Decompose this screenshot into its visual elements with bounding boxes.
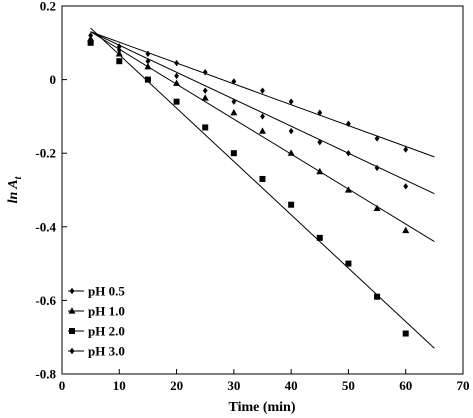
data-point-series-1	[202, 69, 208, 76]
x-tick-label: 0	[59, 378, 66, 393]
plot-frame	[61, 5, 464, 375]
data-point-series-3	[202, 124, 209, 131]
data-point-series-1	[374, 135, 380, 142]
legend-item: pH 3.0	[68, 344, 125, 359]
data-point-series-3	[374, 293, 381, 300]
data-point-series-4	[88, 32, 94, 39]
legend: pH 0.5 pH 1.0 pH 2.0 pH 3.0	[68, 284, 125, 359]
data-point-series-2	[144, 62, 152, 70]
data-point-series-4	[346, 150, 351, 157]
data-point-series-3	[345, 260, 352, 267]
fit-line-series-3	[90, 27, 435, 349]
y-tick-label: -0.6	[35, 293, 56, 308]
x-axis-title: Time (min)	[228, 400, 295, 415]
data-point-series-3	[288, 201, 295, 208]
legend-marker	[69, 287, 75, 295]
legend-marker	[69, 328, 75, 334]
data-point-series-3	[173, 98, 180, 105]
legend-label: pH 2.0	[88, 324, 125, 339]
data-point-series-4	[174, 72, 179, 80]
data-point-series-4	[403, 183, 409, 190]
plot-area: 0 10 20 30 40 50 60 70 0.2 0 -0.2 -0.4 -0.6 -0.8	[35, 0, 469, 393]
data-point-series-1	[317, 109, 323, 116]
legend-item: pH 0.5	[68, 284, 125, 299]
x-tick-label: 30	[227, 378, 240, 393]
data-point-series-2	[173, 79, 181, 86]
data-point-series-1	[231, 78, 237, 85]
data-point-series-4	[260, 113, 265, 120]
y-axis-title-main: ln A	[6, 179, 21, 203]
y-axis-title-subscript: t	[13, 175, 24, 179]
data-point-series-1	[174, 59, 179, 67]
data-point-series-3	[144, 76, 151, 83]
y-tick-label: -0.2	[35, 146, 56, 161]
data-point-series-3	[316, 234, 323, 241]
data-markers	[87, 32, 410, 337]
data-point-series-2	[316, 167, 324, 175]
y-axis-title: ln At	[6, 175, 24, 203]
data-point-series-2	[373, 204, 381, 211]
legend-marker	[69, 347, 75, 355]
data-point-series-2	[230, 108, 238, 116]
fit-lines	[90, 27, 435, 349]
legend-item: pH 2.0	[68, 324, 125, 339]
data-point-series-2	[402, 226, 410, 234]
legend-label: pH 0.5	[88, 284, 125, 299]
x-axis-ticks: 0 10 20 30 40 50 60 70	[59, 369, 470, 393]
x-tick-label: 10	[113, 378, 126, 393]
legend-item: pH 1.0	[68, 304, 125, 319]
data-point-series-4	[116, 46, 122, 54]
data-point-series-4	[374, 164, 380, 172]
data-point-series-2	[287, 149, 295, 156]
y-tick-label: 0.2	[40, 0, 56, 14]
data-point-series-2	[201, 94, 209, 101]
fit-line-series-1	[90, 31, 435, 158]
data-point-series-3	[230, 150, 237, 157]
x-tick-label: 40	[285, 378, 298, 393]
data-point-series-1	[403, 146, 409, 153]
data-point-series-3	[402, 330, 409, 337]
x-tick-label: 50	[342, 378, 355, 393]
data-point-series-4	[202, 87, 208, 94]
data-point-series-4	[145, 58, 151, 65]
data-point-series-3	[259, 175, 266, 182]
data-point-series-2	[259, 127, 266, 134]
data-point-series-1	[116, 43, 122, 50]
fit-line-series-2	[90, 31, 435, 242]
data-point-series-4	[317, 138, 323, 146]
x-tick-label: 70	[457, 378, 470, 393]
legend-marker	[68, 307, 76, 314]
data-point-series-3	[116, 58, 123, 65]
x-tick-label: 20	[170, 378, 183, 393]
data-point-series-4	[288, 127, 294, 135]
x-tick-label: 60	[399, 378, 412, 393]
data-point-series-1	[346, 120, 351, 127]
data-point-series-1	[288, 98, 294, 105]
y-tick-label: -0.4	[35, 219, 56, 234]
data-point-series-3	[87, 39, 94, 46]
data-point-series-2	[344, 186, 352, 193]
data-point-series-1	[145, 50, 151, 58]
data-point-series-4	[231, 98, 237, 105]
y-axis-ticks: 0.2 0 -0.2 -0.4 -0.6 -0.8	[35, 0, 67, 382]
y-tick-label: -0.8	[35, 367, 56, 382]
data-point-series-1	[260, 87, 265, 94]
y-tick-label: 0	[50, 72, 57, 87]
legend-label: pH 3.0	[88, 344, 125, 359]
fit-line-series-4	[90, 31, 435, 195]
legend-label: pH 1.0	[88, 304, 125, 319]
